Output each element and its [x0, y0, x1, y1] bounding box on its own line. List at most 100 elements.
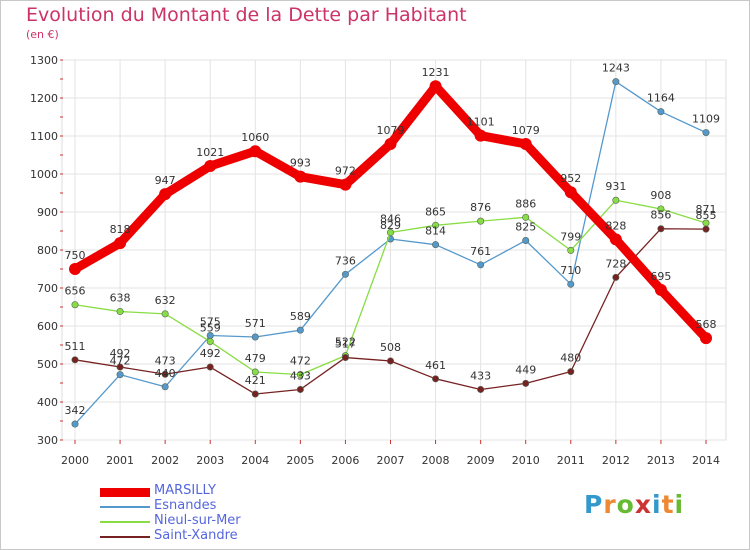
- legend-swatch: [100, 536, 150, 538]
- data-point: [519, 137, 532, 150]
- data-point: [477, 217, 485, 225]
- chart-subtitle: (en €): [26, 28, 59, 41]
- y-tick-label: 1100: [30, 130, 58, 143]
- legend-item: MARSILLY: [100, 483, 300, 500]
- data-point: [296, 371, 304, 379]
- data-label: 1060: [241, 131, 269, 144]
- data-label: 908: [650, 189, 671, 202]
- data-label: 656: [65, 285, 86, 298]
- data-label: 522: [335, 336, 356, 349]
- data-point: [206, 338, 214, 346]
- legend-item: Nieul-sur-Mer: [100, 513, 300, 530]
- data-point: [249, 145, 262, 158]
- data-label: 871: [696, 203, 717, 216]
- data-point: [432, 375, 440, 383]
- data-point: [700, 332, 712, 345]
- legend-label: Nieul-sur-Mer: [154, 513, 241, 528]
- y-tick-label: 600: [37, 320, 58, 333]
- data-label: 508: [380, 341, 401, 354]
- data-label: 825: [515, 221, 536, 234]
- data-point: [161, 370, 169, 378]
- data-point: [702, 225, 710, 233]
- data-point: [702, 129, 710, 137]
- y-tick-label: 500: [37, 358, 58, 371]
- data-label: 440: [155, 367, 176, 380]
- data-label: 492: [110, 347, 131, 360]
- data-point: [116, 363, 124, 371]
- data-point: [612, 196, 620, 204]
- x-tick-label: 2001: [106, 454, 134, 467]
- data-point: [116, 308, 124, 316]
- data-point: [432, 241, 440, 249]
- x-tick-label: 2009: [467, 454, 495, 467]
- data-point: [159, 188, 172, 201]
- data-point: [654, 283, 667, 296]
- data-point: [522, 379, 530, 387]
- data-label: 855: [696, 209, 717, 222]
- data-point: [341, 270, 349, 278]
- data-label: 856: [650, 209, 671, 222]
- data-label: 876: [470, 201, 491, 214]
- data-label: 517: [335, 338, 356, 351]
- data-point: [657, 225, 665, 233]
- data-point: [251, 368, 259, 376]
- y-tick-label: 1300: [30, 54, 58, 67]
- data-label: 710: [560, 264, 581, 277]
- data-label: 559: [200, 322, 221, 335]
- data-point: [567, 246, 575, 254]
- data-label: 1101: [467, 116, 495, 129]
- data-label: 632: [155, 294, 176, 307]
- legend-label: MARSILLY: [154, 483, 216, 498]
- y-tick-label: 300: [37, 434, 58, 447]
- proxiti-logo: Proxiti: [584, 490, 685, 519]
- data-label: 1021: [196, 146, 224, 159]
- data-label: 472: [110, 355, 131, 368]
- data-label: 461: [425, 359, 446, 372]
- data-point: [429, 80, 442, 93]
- data-label: 947: [155, 174, 176, 187]
- data-point: [161, 310, 169, 318]
- legend-swatch: [100, 521, 150, 523]
- data-label: 342: [65, 404, 86, 417]
- data-label: 473: [155, 354, 176, 367]
- data-label: 799: [560, 230, 581, 243]
- data-label: 433: [470, 369, 491, 382]
- x-tick-label: 2005: [286, 454, 314, 467]
- y-tick-label: 700: [37, 282, 58, 295]
- data-point: [477, 385, 485, 393]
- data-label: 846: [380, 213, 401, 226]
- y-tick-label: 800: [37, 244, 58, 257]
- data-label: 480: [560, 352, 581, 365]
- data-label: 695: [650, 270, 671, 283]
- data-label: 421: [245, 374, 266, 387]
- data-label: 993: [290, 157, 311, 170]
- data-label: 511: [65, 340, 86, 353]
- data-label: 568: [696, 318, 717, 331]
- data-label: 828: [605, 219, 626, 232]
- data-point: [564, 186, 577, 199]
- x-tick-label: 2007: [377, 454, 405, 467]
- y-tick-label: 1200: [30, 92, 58, 105]
- data-point: [161, 383, 169, 391]
- x-tick-label: 2012: [602, 454, 630, 467]
- y-tick-label: 400: [37, 396, 58, 409]
- data-label: 972: [335, 165, 356, 178]
- data-label: 829: [380, 219, 401, 232]
- legend-label: Saint-Xandre: [154, 528, 238, 543]
- legend-item: Esnandes: [100, 498, 300, 515]
- data-point: [294, 170, 307, 183]
- data-label: 449: [515, 363, 536, 376]
- data-point: [522, 237, 530, 245]
- legend-swatch: [100, 506, 150, 508]
- data-point: [612, 78, 620, 86]
- data-label: 571: [245, 317, 266, 330]
- data-point: [339, 178, 352, 191]
- data-point: [71, 356, 79, 364]
- data-label: 952: [560, 172, 581, 185]
- data-label: 1164: [647, 92, 675, 105]
- data-point: [296, 326, 304, 334]
- x-tick-label: 2010: [512, 454, 540, 467]
- data-point: [657, 108, 665, 116]
- data-point: [204, 160, 217, 173]
